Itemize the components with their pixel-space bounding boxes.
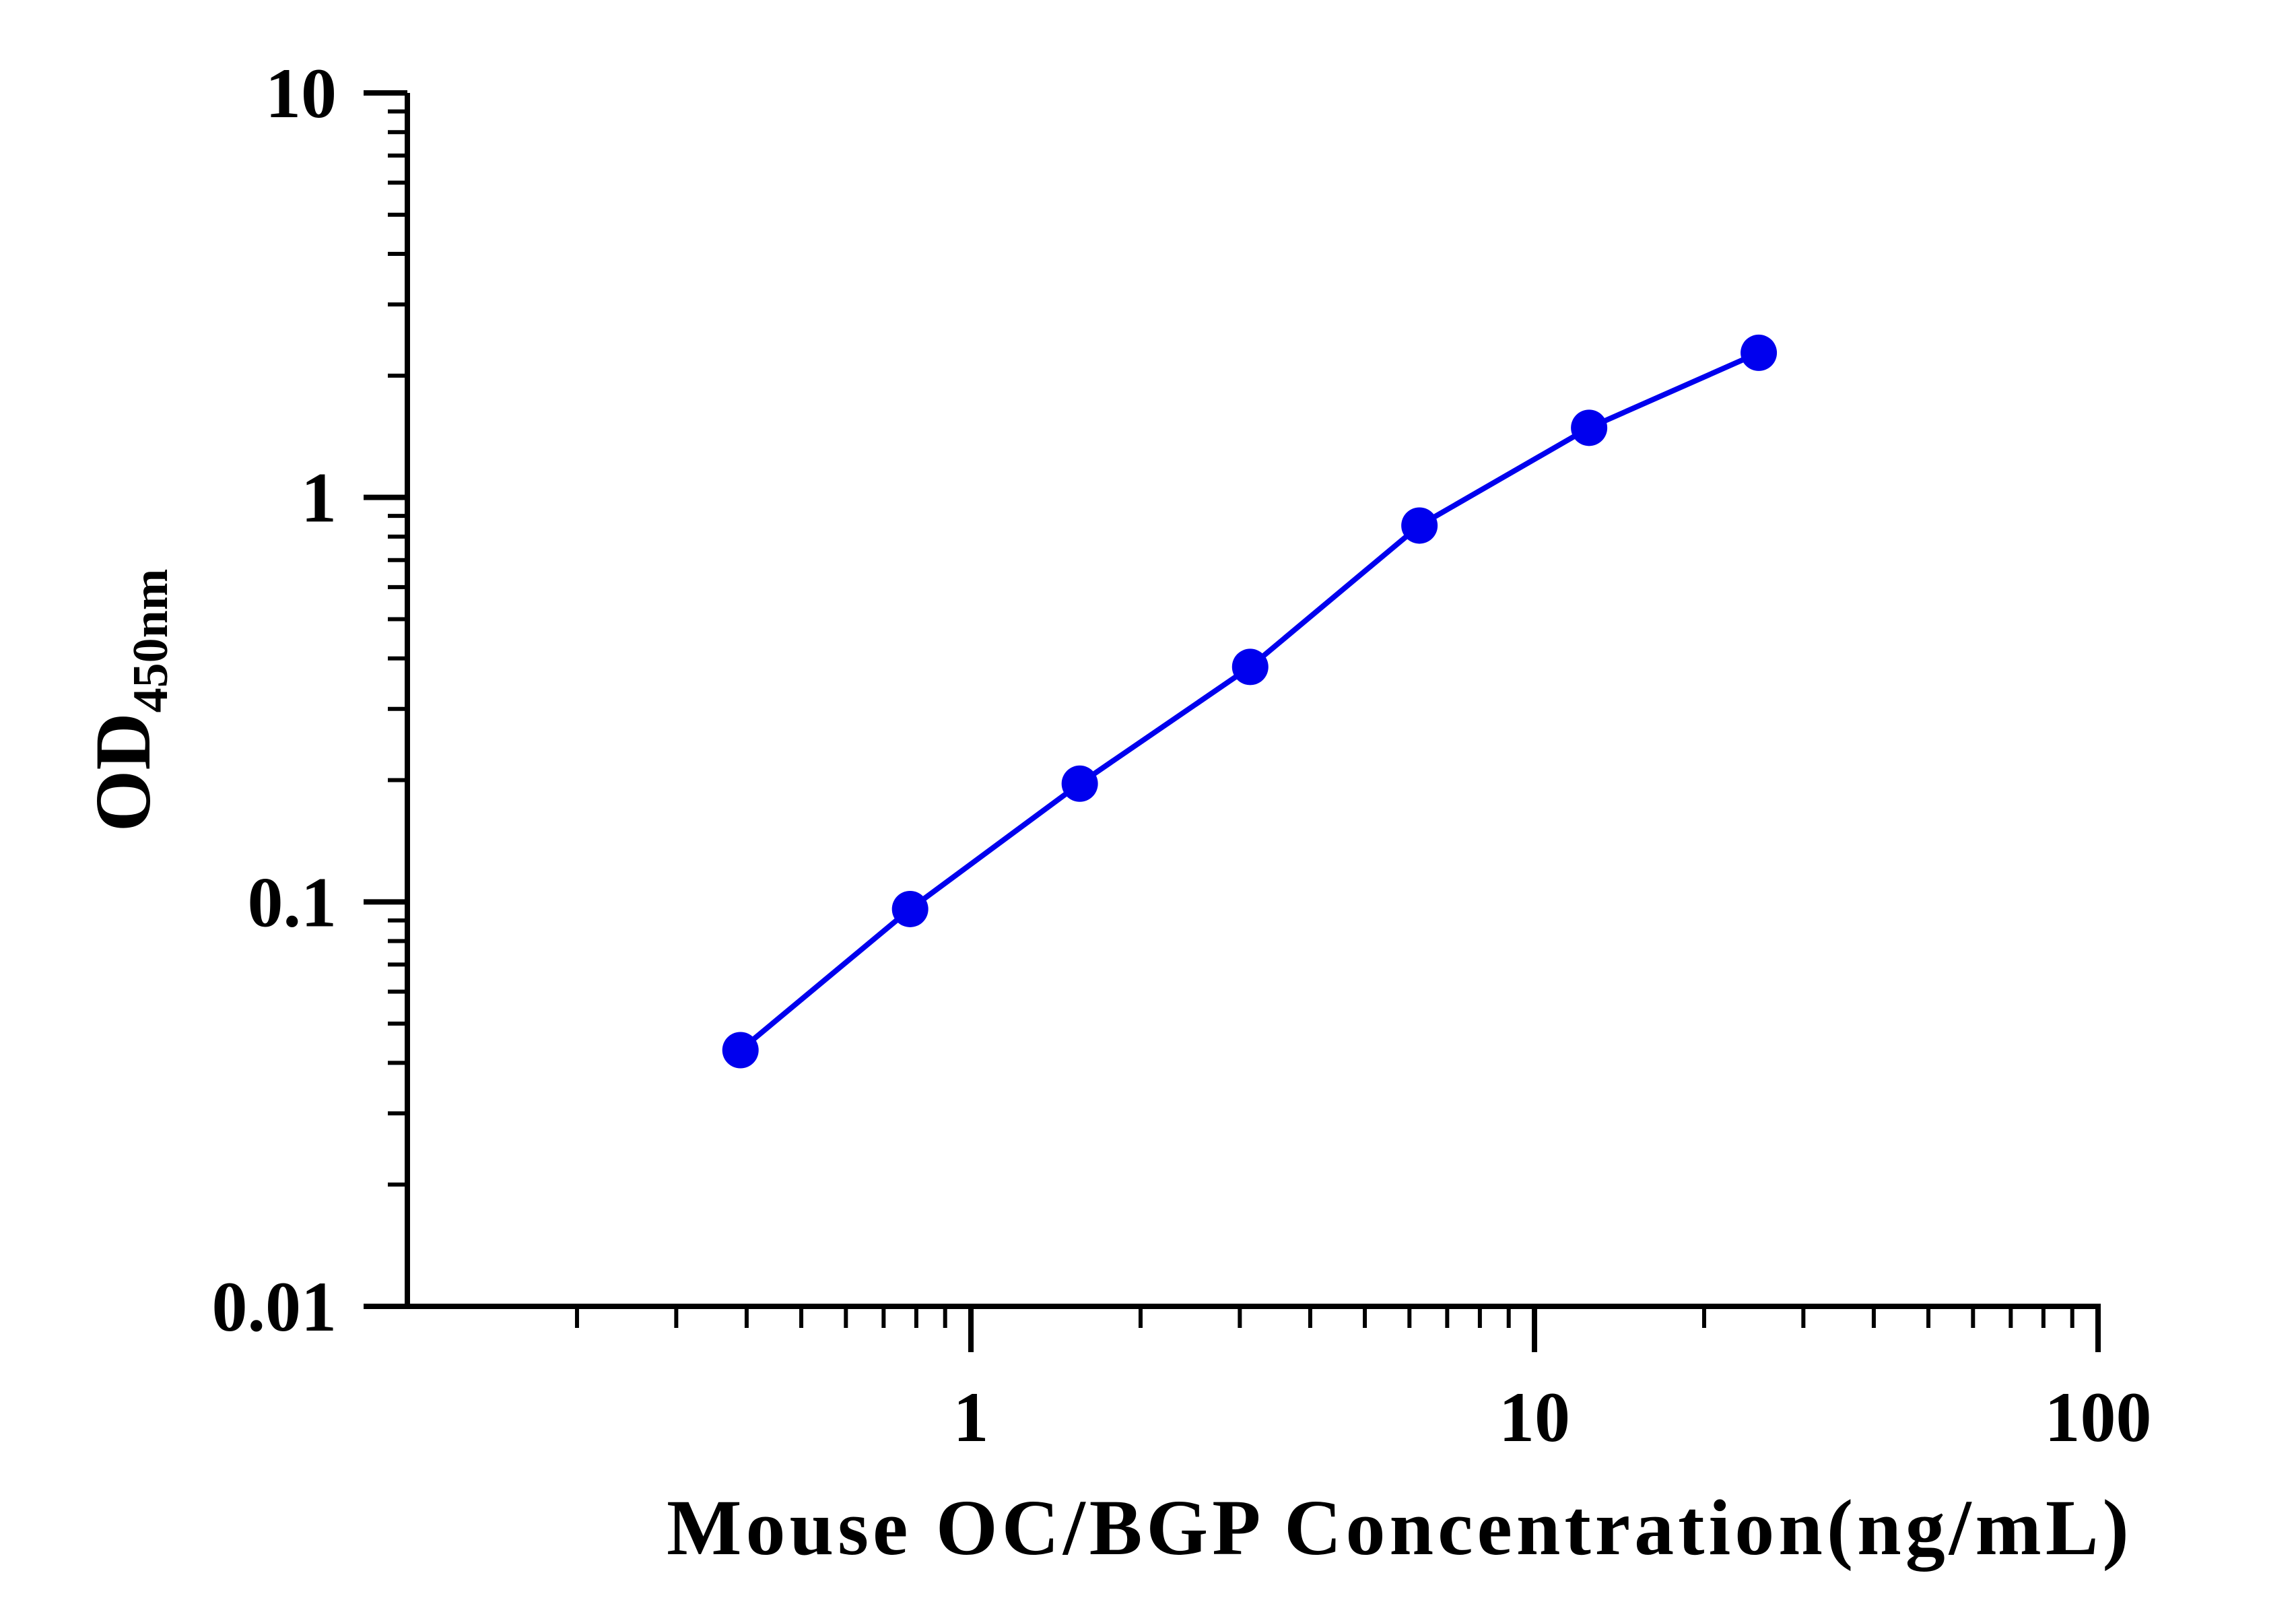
data-point: [1061, 765, 1098, 802]
x-tick-label: 10: [1499, 1378, 1570, 1457]
y-axis-title-main: OD: [79, 712, 167, 832]
series: [722, 334, 1778, 1069]
series-line: [739, 350, 1760, 1052]
y-tick-label: 0.1: [248, 863, 337, 941]
x-tick-label: 100: [2045, 1378, 2152, 1457]
ticks: [364, 90, 2101, 1352]
data-point: [1401, 507, 1438, 544]
data-point: [1571, 409, 1608, 446]
y-tick-label: 0.01: [212, 1267, 337, 1346]
tick-labels: 0.01 0.1 1 10 1 10 100: [212, 54, 2152, 1457]
data-point: [1741, 334, 1778, 371]
y-tick-label: 1: [301, 459, 337, 537]
data-point: [722, 1032, 759, 1069]
x-axis-title: Mouse OC/BGP Concentration(ng/mL): [667, 1483, 2133, 1572]
y-tick-label: 10: [265, 54, 337, 133]
x-tick-label: 1: [953, 1378, 989, 1457]
data-point: [891, 890, 928, 927]
y-axis-title-subscript: 450nm: [123, 569, 178, 713]
data-point: [1231, 648, 1269, 686]
y-axis-title: OD450nm: [79, 569, 178, 832]
axes: [364, 93, 2101, 1309]
